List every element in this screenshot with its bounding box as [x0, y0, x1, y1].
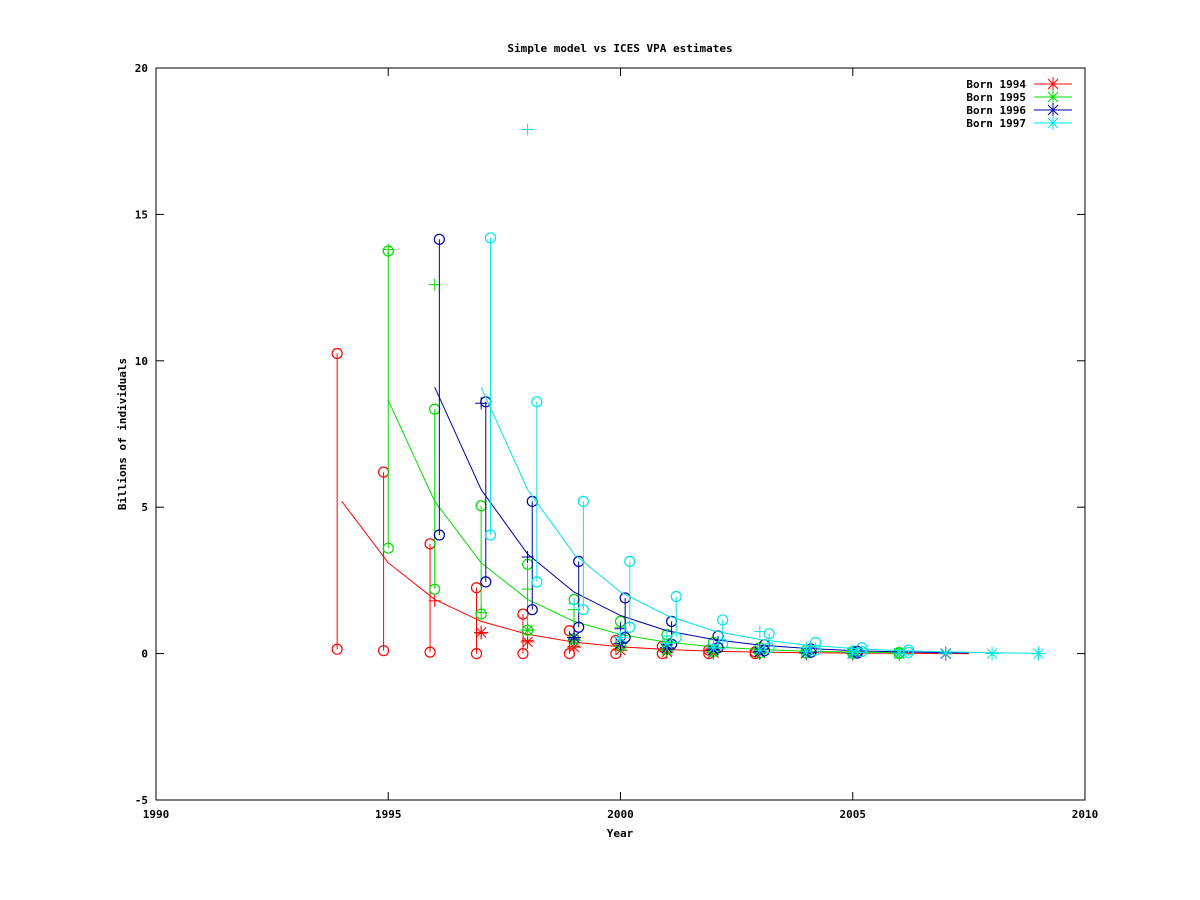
- x-axis-label: Year: [607, 827, 634, 840]
- estimate-point: [845, 645, 860, 660]
- plot-frame: [155, 67, 1086, 801]
- range-high-point: [433, 233, 445, 245]
- vpa-point: [753, 625, 766, 638]
- series-born-1994: [331, 347, 969, 661]
- y-tick-label: 5: [141, 501, 148, 514]
- vpa-point: [521, 550, 534, 563]
- chart-title: Simple model vs ICES VPA estimates: [507, 42, 732, 55]
- range-low-point: [484, 529, 497, 541]
- legend-marker: [1046, 103, 1060, 117]
- x-tick-label: 2010: [1072, 808, 1099, 821]
- range-high-point: [902, 644, 915, 656]
- series-layer: [331, 123, 1046, 661]
- model-line: [341, 501, 969, 655]
- series-born-1997: [480, 123, 1046, 661]
- range-low-point: [526, 604, 538, 616]
- series-born-1996: [433, 233, 969, 661]
- estimate-point: [520, 634, 535, 649]
- vpa-point: [428, 278, 441, 291]
- model-line: [434, 386, 969, 654]
- range-high-point: [809, 636, 822, 649]
- range-low-point: [470, 647, 483, 660]
- x-tick-label: 2000: [607, 808, 634, 821]
- legend-label: Born 1994: [966, 78, 1026, 91]
- estimate-point: [752, 643, 767, 658]
- range-low-point: [809, 644, 822, 656]
- y-tick-label: 20: [135, 62, 148, 75]
- vpa-point: [521, 123, 534, 136]
- estimate-point: [613, 630, 628, 645]
- range-high-point: [670, 590, 682, 603]
- estimate-point: [1031, 646, 1046, 661]
- range-low-point: [577, 604, 589, 616]
- x-tick-label: 1995: [375, 808, 402, 821]
- legend-label: Born 1997: [966, 117, 1026, 130]
- estimate-point: [567, 630, 582, 645]
- x-tick-label: 2005: [840, 808, 867, 821]
- range-low-point: [424, 646, 436, 658]
- estimate-point: [659, 636, 674, 651]
- y-tick-label: 0: [141, 648, 148, 661]
- legend-label: Born 1996: [966, 104, 1026, 117]
- range-low-point: [378, 645, 390, 657]
- legend-label: Born 1995: [966, 91, 1026, 104]
- model-line: [387, 400, 900, 654]
- range-low-point: [331, 643, 343, 655]
- range-low-point: [856, 645, 868, 658]
- range-low-point: [382, 542, 394, 554]
- vpa-point: [382, 243, 395, 256]
- range-low-point: [517, 647, 529, 660]
- range-low-point: [531, 576, 543, 588]
- estimate-point: [938, 646, 953, 661]
- x-tick-label: 1990: [143, 808, 170, 821]
- legend-marker: [1046, 116, 1060, 130]
- vpa-point: [428, 594, 441, 607]
- range-high-point: [531, 396, 543, 408]
- estimate-point: [985, 646, 1000, 661]
- vpa-point: [568, 597, 581, 610]
- estimate-point: [474, 625, 489, 640]
- y-axis-label: Billions of individuals: [116, 358, 129, 510]
- estimate-point: [706, 640, 721, 655]
- range-low-point: [433, 529, 445, 541]
- axis-ticks: 1990 1995 2000 2005 2010 -5 0 5 10 15 20: [135, 62, 1099, 821]
- series-born-1995: [382, 243, 907, 661]
- y-tick-label: 10: [135, 355, 148, 368]
- range-low-point: [429, 583, 441, 595]
- model-line: [480, 386, 1039, 654]
- vpa-point: [521, 583, 534, 596]
- range-high-point: [484, 232, 497, 244]
- range-high-point: [624, 555, 636, 567]
- range-high-point: [763, 628, 775, 640]
- range-high-point: [577, 495, 589, 507]
- legend-marker: [1046, 77, 1060, 91]
- range-high-point: [331, 347, 343, 360]
- vpa-point: [475, 397, 488, 410]
- range-low-point: [624, 621, 636, 633]
- range-low-point: [763, 642, 775, 654]
- range-low-point: [480, 576, 492, 588]
- legend-marker: [1046, 90, 1060, 104]
- estimate-point: [892, 646, 907, 661]
- estimate-point: [799, 644, 814, 659]
- estimate-point: [520, 623, 535, 638]
- vpa-point: [475, 606, 488, 619]
- y-tick-label: -5: [135, 794, 148, 807]
- range-high-point: [717, 614, 729, 626]
- range-low-point: [670, 631, 682, 644]
- y-tick-label: 15: [135, 208, 148, 221]
